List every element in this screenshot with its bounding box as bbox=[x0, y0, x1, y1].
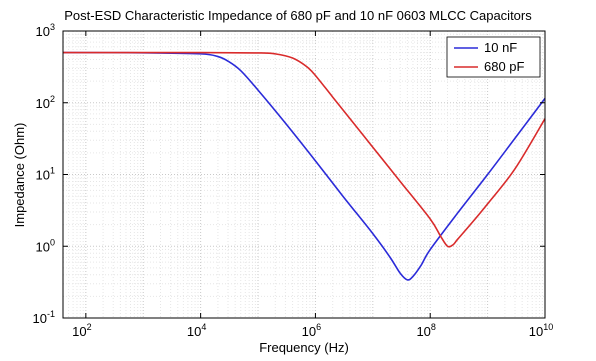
x-tick-label: 106 bbox=[302, 322, 321, 339]
legend: 10 nF 680 pF bbox=[446, 36, 541, 78]
series-line-10-nf bbox=[62, 51, 546, 281]
y-axis-label: Impedance (Ohm) bbox=[12, 123, 27, 228]
y-tick-label: 100 bbox=[36, 237, 55, 254]
legend-label-680pf: 680 pF bbox=[484, 59, 525, 74]
axis-ticks: 102 104 106 108 1010 10-1 100 101 102 103 bbox=[33, 22, 554, 339]
y-tick-label: 102 bbox=[36, 94, 55, 111]
y-tick-label: 101 bbox=[36, 166, 55, 183]
y-tick-label: 10-1 bbox=[33, 309, 55, 326]
x-axis-label: Frequency (Hz) bbox=[259, 340, 349, 355]
legend-label-10nf: 10 nF bbox=[484, 40, 517, 55]
series-layer bbox=[62, 51, 546, 281]
x-tick-label: 104 bbox=[187, 322, 206, 339]
grid bbox=[62, 30, 546, 319]
x-tick-label: 1010 bbox=[529, 322, 553, 339]
x-tick-label: 102 bbox=[72, 322, 91, 339]
legend-box bbox=[446, 36, 541, 78]
y-tick-label: 103 bbox=[36, 22, 55, 39]
chart-title: Post-ESD Characteristic Impedance of 680… bbox=[64, 8, 532, 23]
x-tick-label: 108 bbox=[416, 322, 435, 339]
series-line-680-pf bbox=[62, 51, 546, 248]
